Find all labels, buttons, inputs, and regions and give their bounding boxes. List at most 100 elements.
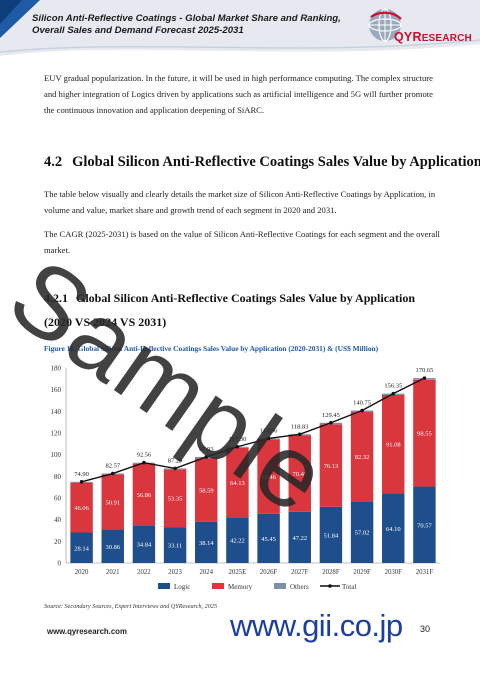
legend-label: Total bbox=[342, 583, 356, 591]
bar-logic bbox=[257, 513, 280, 563]
memory-value-label: 70.45 bbox=[292, 471, 307, 478]
total-line bbox=[81, 377, 425, 483]
memory-value-label: 91.08 bbox=[386, 442, 401, 449]
legend-swatch bbox=[212, 583, 224, 589]
logic-value-label: 51.84 bbox=[324, 532, 339, 539]
logic-value-label: 33.11 bbox=[168, 543, 182, 550]
memory-value-label: 76.13 bbox=[324, 463, 339, 470]
memory-value-label: 50.91 bbox=[105, 499, 120, 506]
total-value-label: 140.75 bbox=[353, 400, 371, 407]
source-note: Source: Secondary Sources, Expert Interv… bbox=[44, 603, 218, 610]
qyresearch-logo: QYRESEARCH bbox=[363, 5, 472, 49]
bar-logic bbox=[195, 521, 218, 563]
total-point bbox=[266, 436, 271, 441]
bar-memory bbox=[288, 435, 311, 512]
logic-value-label: 57.02 bbox=[355, 530, 370, 537]
total-value-label: 118.83 bbox=[291, 423, 309, 430]
bar-logic bbox=[350, 501, 374, 563]
x-tick-label: 2024 bbox=[199, 569, 213, 576]
y-tick-label: 0 bbox=[58, 560, 62, 568]
memory-value-label: 64.13 bbox=[230, 480, 245, 487]
bar-memory bbox=[382, 394, 405, 494]
legend-swatch bbox=[158, 583, 170, 589]
section-title: Global Silicon Anti-Reflective Coatings … bbox=[72, 154, 480, 170]
x-tick-label: 2025E bbox=[229, 569, 247, 576]
bar-memory bbox=[163, 469, 187, 528]
x-tick-label: 2028F bbox=[322, 569, 340, 576]
total-point bbox=[360, 408, 364, 413]
legend-marker bbox=[328, 584, 332, 588]
bar-logic bbox=[163, 527, 187, 563]
total-point bbox=[79, 480, 84, 484]
y-tick-label: 180 bbox=[51, 365, 62, 373]
section-number: 4.2 bbox=[44, 154, 63, 170]
total-value-label: 92.56 bbox=[137, 452, 152, 459]
bar-memory bbox=[319, 424, 343, 507]
total-value-label: 170.65 bbox=[415, 367, 433, 374]
bar-logic bbox=[413, 486, 436, 563]
bar-logic bbox=[319, 506, 343, 563]
intro-paragraph: EUV gradual popularization. In the futur… bbox=[44, 73, 433, 115]
paragraph-1: The table below visually and clearly det… bbox=[44, 189, 436, 215]
legend-swatch bbox=[274, 583, 286, 589]
x-tick-label: 2029F bbox=[353, 569, 371, 576]
header-wave-decoration bbox=[0, 0, 480, 56]
memory-value-label: 68.46 bbox=[261, 474, 276, 481]
bar-memory bbox=[257, 439, 280, 514]
total-value-label: 156.35 bbox=[384, 383, 402, 390]
bar-memory bbox=[101, 474, 124, 530]
y-tick-label: 120 bbox=[51, 430, 62, 438]
page-header: Silicon Anti-Reflective Coatings - Globa… bbox=[0, 0, 480, 56]
total-point bbox=[235, 444, 240, 449]
total-point bbox=[110, 471, 115, 476]
bar-memory bbox=[226, 447, 249, 518]
logic-value-label: 70.57 bbox=[417, 522, 432, 529]
total-point bbox=[329, 420, 333, 425]
bar-memory bbox=[413, 379, 436, 487]
bar-logic bbox=[382, 493, 405, 563]
paragraph-2: The CAGR (2025-2031) is based on the val… bbox=[44, 229, 440, 255]
y-tick-label: 40 bbox=[54, 516, 62, 524]
memory-value-label: 46.06 bbox=[74, 505, 89, 512]
total-value-label: 107.30 bbox=[228, 436, 246, 443]
legend-label: Others bbox=[290, 583, 309, 591]
total-value-label: 82.57 bbox=[105, 463, 120, 470]
y-tick-label: 60 bbox=[54, 495, 62, 503]
bar-logic bbox=[226, 517, 249, 563]
bar-memory bbox=[195, 458, 218, 522]
total-point bbox=[173, 466, 177, 471]
subsection-title: Global Silicon Anti-Reflective Coatings … bbox=[44, 291, 416, 329]
y-tick-label: 100 bbox=[51, 451, 62, 459]
legend-label: Logic bbox=[174, 583, 190, 591]
bar-logic bbox=[288, 511, 311, 563]
x-tick-label: 2021 bbox=[106, 569, 120, 576]
memory-value-label: 98.55 bbox=[417, 431, 432, 438]
y-tick-label: 20 bbox=[54, 538, 62, 546]
bar-memory bbox=[70, 482, 93, 533]
total-value-label: 87.29 bbox=[168, 457, 183, 464]
page-number: 30 bbox=[420, 624, 431, 634]
footer-url: www.qyresearch.com bbox=[47, 627, 127, 636]
bar-logic bbox=[101, 529, 124, 563]
subsection-number: 4.2.1 bbox=[44, 291, 68, 305]
bar-logic bbox=[70, 532, 93, 563]
memory-value-label: 53.35 bbox=[168, 496, 183, 503]
bar-memory bbox=[350, 412, 374, 502]
x-tick-label: 2026F bbox=[260, 569, 278, 576]
memory-value-label: 56.86 bbox=[137, 492, 152, 499]
report-title: Silicon Anti-Reflective Coatings - Globa… bbox=[32, 13, 341, 36]
total-point bbox=[391, 391, 396, 396]
y-tick-label: 160 bbox=[51, 386, 62, 394]
figure-caption: Figure 16. Global Silicon Anti-Reflectiv… bbox=[44, 344, 379, 353]
gii-watermark: www.gii.co.jp bbox=[230, 608, 403, 643]
total-point bbox=[422, 376, 427, 380]
bar-logic bbox=[132, 525, 156, 563]
total-value-label: 74.90 bbox=[74, 471, 89, 478]
x-tick-label: 2022 bbox=[137, 569, 151, 576]
globe-icon bbox=[368, 8, 402, 42]
section-heading: 4.2 Global Silicon Anti-Reflective Coatin… bbox=[44, 154, 480, 171]
logic-value-label: 42.22 bbox=[230, 538, 245, 545]
legend-label: Memory bbox=[228, 583, 253, 591]
total-value-label: 97.93 bbox=[199, 446, 214, 453]
memory-value-label: 58.59 bbox=[199, 487, 214, 494]
